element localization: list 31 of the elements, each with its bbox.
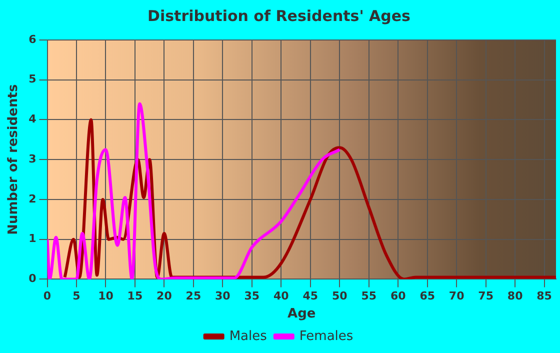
x-tick-label: 15 xyxy=(127,290,143,303)
x-tick-label: 25 xyxy=(186,290,202,303)
y-tick-label: 3 xyxy=(28,152,36,166)
x-tick-label: 55 xyxy=(361,290,377,303)
y-tick-label: 5 xyxy=(28,72,36,86)
line-series xyxy=(47,102,342,280)
x-tick-label: 65 xyxy=(420,290,436,303)
y-tick-label: 0 xyxy=(28,272,37,286)
y-tick-label: 6 xyxy=(28,32,37,46)
x-tick-label: 75 xyxy=(478,290,494,303)
x-tick-label: 85 xyxy=(536,290,552,303)
x-tick-label: 5 xyxy=(72,290,80,303)
legend-label: Females xyxy=(299,328,354,344)
x-tick-label: 60 xyxy=(390,290,406,303)
x-tick-label: 30 xyxy=(215,290,231,303)
x-axis-title: Age xyxy=(288,306,316,322)
y-tick-label: 2 xyxy=(28,192,36,206)
x-tick-label: 40 xyxy=(274,290,290,303)
chart-title: Distribution of Residents' Ages xyxy=(148,6,411,25)
y-tick-label: 4 xyxy=(28,112,37,126)
x-tick-label: 50 xyxy=(332,290,348,303)
y-axis-title: Number of residents xyxy=(6,84,22,235)
x-tick-label: 10 xyxy=(98,290,114,303)
x-tick-label: 20 xyxy=(156,290,172,303)
x-tick-label: 0 xyxy=(43,290,52,303)
x-tick-label: 70 xyxy=(448,290,465,303)
x-tick-label: 45 xyxy=(302,290,318,303)
x-tick-label: 35 xyxy=(244,290,260,303)
y-tick-label: 1 xyxy=(28,232,36,246)
legend-label: Males xyxy=(229,328,268,344)
x-tick-label: 80 xyxy=(507,290,524,303)
